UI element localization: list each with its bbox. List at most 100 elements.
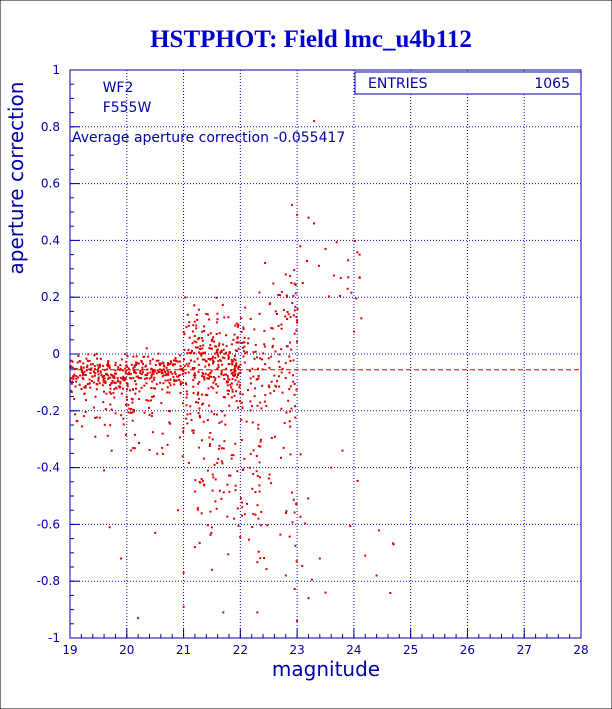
data-point [188,362,191,365]
data-point [209,432,212,434]
data-point [146,368,149,371]
data-point [204,365,207,368]
data-point [202,480,204,483]
data-point [122,379,125,382]
data-point [109,387,112,390]
data-point [114,361,117,364]
data-point [233,394,236,397]
data-point [270,482,273,485]
data-point [208,445,211,447]
data-point [151,431,154,434]
data-point [244,352,247,355]
data-point [239,536,242,539]
data-point [295,316,298,318]
data-point [273,390,276,392]
data-point [124,376,127,379]
x-tick-label: 21 [176,643,191,657]
data-point [102,377,105,380]
data-point [138,398,141,400]
data-point [105,392,108,395]
data-point [247,337,250,340]
data-point [213,379,216,382]
data-point [86,364,89,367]
data-point [187,365,190,368]
data-point [174,357,177,359]
data-point [213,340,216,343]
data-point [155,359,158,362]
data-point [194,490,197,493]
data-point [126,365,129,368]
data-point [294,416,297,419]
data-point [104,381,107,384]
data-point [294,283,297,286]
data-point [213,413,216,416]
data-point [249,317,252,320]
data-point [347,276,350,279]
data-point [125,403,127,406]
data-point [214,352,216,355]
data-point [85,357,88,360]
data-point [251,405,253,408]
data-point [85,366,88,369]
data-point [285,510,288,513]
data-point [258,312,261,315]
data-point [166,386,169,389]
data-point [234,324,237,327]
data-point [188,321,191,324]
data-point [119,380,122,383]
data-point [94,435,97,438]
data-point [153,376,156,379]
data-point [164,379,167,382]
data-point [289,425,292,428]
data-point [190,351,193,354]
data-point [277,293,280,296]
data-point [220,369,223,372]
data-point [231,388,234,391]
data-point [197,412,200,414]
data-point [237,374,239,376]
data-point [164,370,166,373]
data-point [299,245,302,248]
data-point [252,513,255,515]
data-point [198,446,201,449]
data-point [281,391,284,394]
data-point [245,351,248,354]
data-point [193,352,196,355]
data-point [166,391,169,394]
data-point [221,356,224,359]
data-point [203,325,206,328]
data-point [355,297,358,300]
data-point [88,382,91,385]
data-point [148,406,150,409]
data-point [211,473,214,476]
data-point [72,377,75,380]
data-point [204,351,207,354]
data-point [158,368,161,371]
data-point [156,452,159,455]
data-point [210,385,213,388]
data-point [269,392,272,395]
data-point [182,370,185,373]
data-point [156,369,159,372]
data-point [261,384,264,387]
data-point [271,344,274,347]
data-point [182,381,184,384]
data-point [292,314,295,317]
data-point [193,372,196,375]
data-point [178,378,180,381]
data-point [139,371,142,374]
data-point [167,379,169,382]
data-point [292,359,295,362]
data-point [295,388,298,391]
data-point [125,395,128,398]
data-point [198,381,201,384]
data-point [168,421,171,424]
data-point [150,376,153,379]
data-point [80,369,83,372]
data-point [207,373,210,376]
data-point [130,449,133,452]
data-point [224,423,227,426]
data-point [220,410,223,413]
data-point [161,388,164,391]
data-point [147,355,150,358]
